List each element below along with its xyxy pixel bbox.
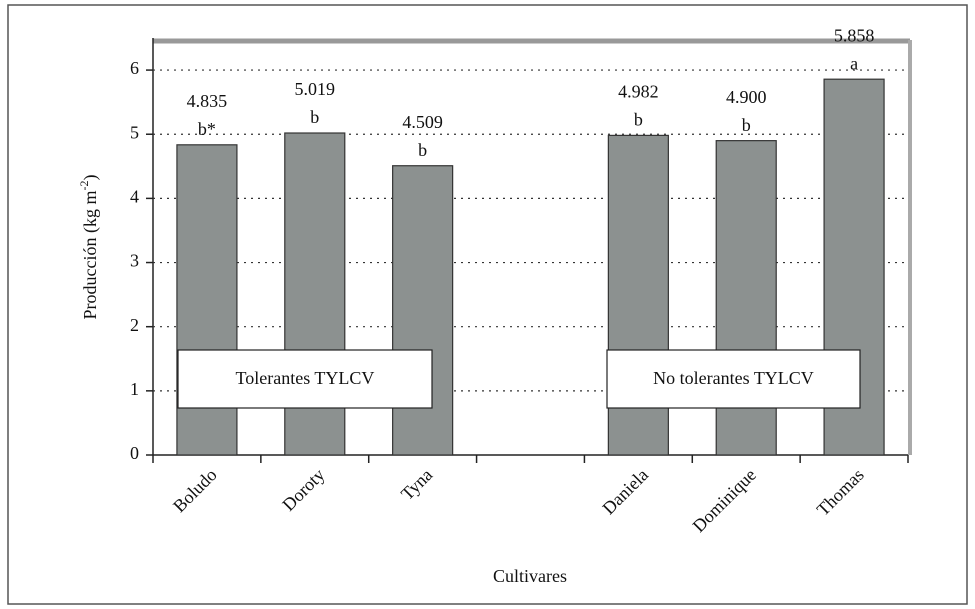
significance-letter: b <box>310 107 319 127</box>
y-label-sup: -2 <box>77 181 91 191</box>
group-box <box>177 349 433 409</box>
significance-letter: b <box>418 140 427 160</box>
value-label: 4.509 <box>402 112 443 132</box>
y-axis-label: Producción (kg m-2) <box>77 175 101 320</box>
x-axis-label: Cultivares <box>493 566 567 586</box>
y-tick-label: 6 <box>130 58 139 78</box>
y-tick-label: 3 <box>130 251 139 271</box>
y-tick-label: 0 <box>130 443 139 463</box>
y-label-end: ) <box>80 175 101 181</box>
y-tick-label: 5 <box>130 122 139 142</box>
value-label: 4.900 <box>726 87 767 107</box>
x-tick-label: Doroty <box>278 465 328 515</box>
x-tick-label: Thomas <box>813 465 868 520</box>
value-label: 4.835 <box>187 91 228 111</box>
y-tick-label: 4 <box>130 187 139 207</box>
group-box <box>606 349 861 409</box>
value-label: 5.019 <box>295 79 336 99</box>
group-label: No tolerantes TYLCV <box>653 368 814 388</box>
y-label-main: Producción (kg m <box>80 191 101 320</box>
frame <box>7 4 968 605</box>
y-tick-label: 1 <box>130 379 139 399</box>
y-tick-label: 2 <box>130 315 139 335</box>
bar <box>392 165 454 456</box>
x-tick-label: Tyna <box>397 465 436 504</box>
significance-letter: b <box>634 110 643 130</box>
significance-letter: b <box>742 115 751 135</box>
value-label: 5.858 <box>834 25 875 45</box>
x-tick-label: Boludo <box>169 465 221 517</box>
value-label: 4.982 <box>618 82 659 102</box>
x-tick-label: Dominique <box>689 465 760 536</box>
group-label: Tolerantes TYLCV <box>236 368 375 388</box>
significance-letter: b* <box>198 119 216 139</box>
significance-letter: a <box>850 53 858 73</box>
x-tick-label: Daniela <box>598 465 652 519</box>
